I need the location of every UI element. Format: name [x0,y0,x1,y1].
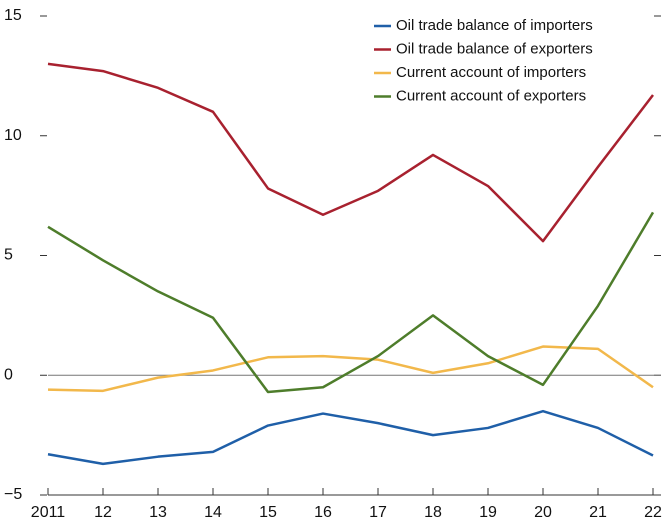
x-tick-label: 12 [94,504,112,521]
y-tick-label: 5 [4,247,13,264]
x-tick-label: 16 [314,504,332,521]
x-tick-label: 20 [534,504,552,521]
y-tick-label: 15 [4,7,22,24]
x-tick-label: 21 [589,504,607,521]
series-line [47,345,654,393]
legend: Oil trade balance of importers Oil trade … [374,17,593,104]
legend-label: Current account of importers [396,64,586,81]
x-tick-label: 2011 [31,504,66,521]
x-tick-label: 22 [644,504,662,521]
y-tick-label: 10 [4,127,22,144]
x-tick-label: 15 [259,504,277,521]
x-tick-label: 19 [479,504,497,521]
series-line [47,211,655,394]
y-tick-label: −5 [4,486,22,503]
x-tick-label: 18 [424,504,442,521]
x-tick-label: 17 [369,504,387,521]
y-tick-label: 0 [4,366,13,383]
series-line [47,62,654,243]
legend-label: Oil trade balance of importers [396,17,593,34]
legend-label: Current account of exporters [396,87,586,104]
series-line [47,409,654,466]
legend-label: Oil trade balance of exporters [396,40,593,57]
x-tick-label: 13 [149,504,167,521]
x-tick-label: 14 [204,504,222,521]
